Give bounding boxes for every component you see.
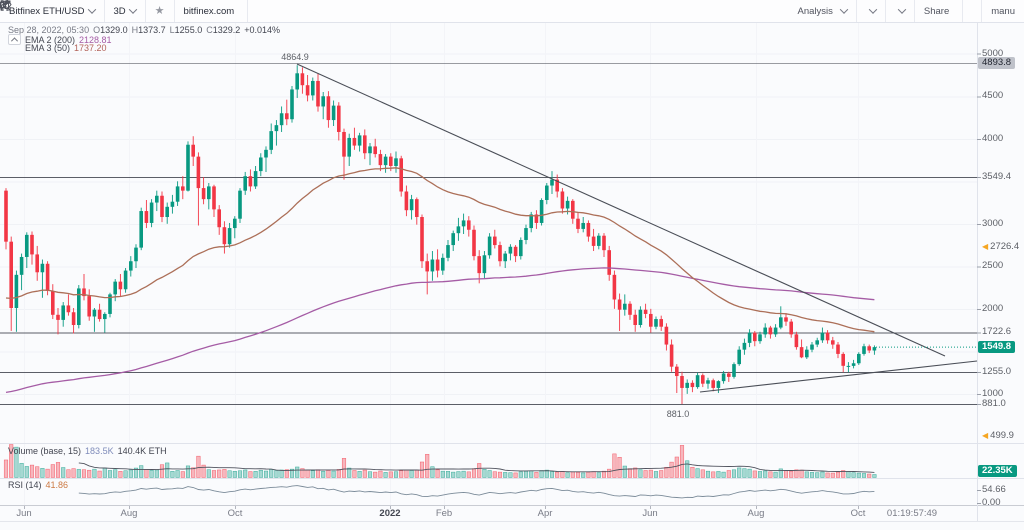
toolbar-divider <box>103 0 105 22</box>
analysis-label: Analysis <box>797 5 833 17</box>
volume-value: 183.5K <box>85 446 114 456</box>
analysis-button[interactable]: Analysis <box>0 0 856 22</box>
toolbar-divider <box>962 0 964 22</box>
change-percent: +0.014% <box>244 25 281 35</box>
time-tick-label: Aug <box>120 508 138 519</box>
gridlines <box>0 22 977 509</box>
price-value-label: 1549.8 <box>978 341 1016 354</box>
legend-collapse-icon[interactable] <box>8 34 21 45</box>
toolbar-divider <box>981 0 983 22</box>
price-tick-label: 1722.6 <box>982 326 1012 338</box>
time-tick-label: Aug <box>747 508 765 519</box>
pane-separators <box>0 22 1024 522</box>
chevron-down-icon <box>87 5 96 14</box>
price-tick-label: 3000 <box>982 217 1004 229</box>
interval-label: 3D <box>113 5 126 17</box>
price-tick-label: 5000 <box>982 47 1004 59</box>
broker-link-label: bitfinex.com <box>183 5 235 17</box>
close-label: C1329.2 <box>206 25 241 35</box>
open-label: O1329.0 <box>93 25 128 35</box>
ema200-value: 2128.81 <box>79 34 112 45</box>
rsi-line <box>78 485 875 499</box>
chart-style-button[interactable] <box>0 0 885 22</box>
ema-50-line <box>5 167 875 333</box>
price-tick-label: 54.66 <box>982 484 1006 495</box>
volume-label: Volume (base, 15) <box>8 446 82 456</box>
time-tick-label: Apr <box>537 508 553 519</box>
price-annotation: 4864.9 <box>281 52 309 62</box>
time-tick-label: 2022 <box>379 508 401 519</box>
ema50-label: EMA 3 (50) <box>25 43 71 53</box>
toolbar-divider <box>855 0 857 22</box>
price-tick-label: 1255.0 <box>982 366 1012 378</box>
volume-bars <box>3 444 877 478</box>
time-tick-label: Jun <box>642 508 658 519</box>
time-tick-label: Jun <box>16 508 32 519</box>
price-tick-label: 4000 <box>982 132 1004 144</box>
draw-button[interactable] <box>0 0 914 22</box>
price-tick-label: 2000 <box>982 302 1004 314</box>
price-tick-label: 881.0 <box>982 398 1006 409</box>
volume-legend[interactable]: Volume (base, 15) 183.5K 140.4K ETH <box>8 446 167 456</box>
share-button[interactable]: Share <box>0 0 962 22</box>
ema50-legend[interactable]: EMA 3 (50) 1737.20 <box>25 43 107 53</box>
trendlines <box>296 63 978 393</box>
symbol-label: Bitfinex ETH/USD <box>9 5 85 17</box>
alert-icon: ◀ <box>982 431 989 441</box>
rsi-value: 41.86 <box>45 480 69 490</box>
share-label: Share <box>923 5 950 17</box>
volume-ma-line <box>78 462 875 473</box>
price-value-label: 22.35K <box>978 465 1017 477</box>
favorite-button[interactable]: ★ <box>146 0 174 22</box>
alert-icon: ◀ <box>982 242 989 252</box>
high-label: H1373.7 <box>131 25 166 35</box>
time-tick-label: Oct <box>850 508 866 519</box>
chevron-down-icon <box>897 5 907 14</box>
price-alert-label: ◀ 2726.4 <box>982 241 1020 253</box>
ema50-value: 1737.20 <box>74 43 107 53</box>
ohlc-legend: Sep 28, 2022, 05:30 O1329.0 H1373.7 L125… <box>8 25 280 35</box>
star-icon: ★ <box>154 4 165 17</box>
toolbar-divider <box>913 0 915 22</box>
low-label: L1255.0 <box>169 25 203 35</box>
price-value-label: 4893.8 <box>978 56 1016 69</box>
toolbar-divider <box>884 0 886 22</box>
price-tick-label: 2500 <box>982 260 1004 272</box>
price-alert-label: ◀ 499.9 <box>982 430 1014 442</box>
price-tick-label: 4500 <box>982 90 1004 102</box>
symbol-button[interactable]: Bitfinex ETH/USD <box>0 0 104 22</box>
toolbar-divider <box>247 0 249 22</box>
interval-button[interactable]: 3D <box>105 0 145 22</box>
broker-link-button[interactable]: bitfinex.com <box>0 0 248 22</box>
candles-layer <box>4 65 877 404</box>
rsi-legend[interactable]: RSI (14) 41.86 <box>8 480 68 490</box>
chevron-down-icon <box>839 5 849 14</box>
rsi-label: RSI (14) <box>8 480 42 490</box>
price-tick-label: 3549.4 <box>982 171 1012 183</box>
ema-200-line <box>5 267 875 394</box>
volume-ma-value: 140.4K ETH <box>117 446 167 456</box>
bar-countdown: 01:19:57:49 <box>886 508 938 519</box>
time-tick-label: Feb <box>435 508 453 519</box>
chevron-down-icon <box>128 5 137 14</box>
toolbar-divider <box>173 0 175 22</box>
ema200-label: EMA 2 (200) <box>25 34 76 45</box>
horizontal-lines <box>0 62 977 405</box>
price-annotation: 881.0 <box>667 409 690 419</box>
toolbar-divider <box>144 0 146 22</box>
price-tick-label: 1000 <box>982 387 1004 399</box>
price-tick-label: 0.00 <box>982 497 1001 508</box>
chevron-down-icon <box>868 5 878 14</box>
time-tick-label: Oct <box>227 508 243 519</box>
menu-label[interactable]: manu <box>991 5 1015 17</box>
ema200-legend[interactable]: EMA 2 (200) 2128.81 <box>8 34 112 45</box>
fullscreen-button[interactable] <box>0 0 981 22</box>
chart-toolbar: Bitfinex ETH/USD 3D ★ bitfinex.com Analy <box>0 0 1024 23</box>
bar-datetime: Sep 28, 2022, 05:30 <box>8 25 90 35</box>
